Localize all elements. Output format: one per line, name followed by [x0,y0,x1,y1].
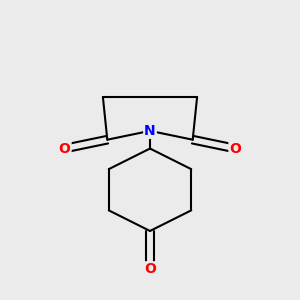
Text: O: O [144,262,156,276]
Text: O: O [230,142,241,155]
Text: O: O [59,142,70,155]
Text: N: N [144,124,156,138]
